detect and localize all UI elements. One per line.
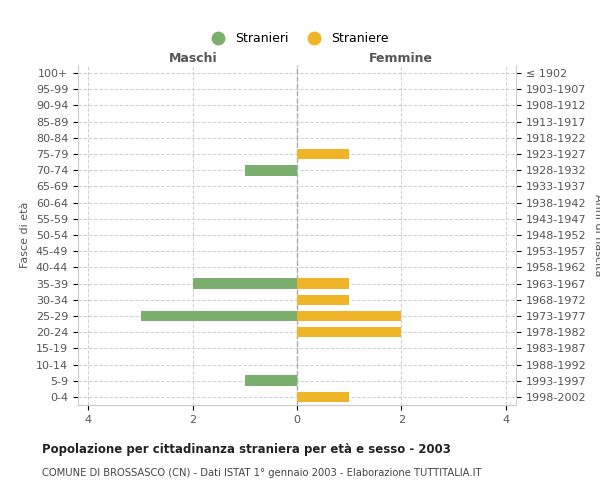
Y-axis label: Fasce di età: Fasce di età — [20, 202, 31, 268]
Bar — [245, 376, 297, 386]
Bar — [245, 165, 297, 175]
Text: Femmine: Femmine — [369, 52, 433, 65]
Bar — [297, 294, 349, 305]
Y-axis label: Anni di nascita: Anni di nascita — [593, 194, 600, 276]
Text: Maschi: Maschi — [169, 52, 217, 65]
Bar — [297, 278, 349, 289]
Bar — [297, 327, 401, 338]
Bar — [297, 149, 349, 160]
Bar — [193, 278, 297, 289]
Text: Popolazione per cittadinanza straniera per età e sesso - 2003: Popolazione per cittadinanza straniera p… — [42, 442, 451, 456]
Bar — [297, 392, 349, 402]
Bar — [297, 310, 401, 321]
Legend: Stranieri, Straniere: Stranieri, Straniere — [200, 27, 394, 50]
Bar — [140, 310, 297, 321]
Text: COMUNE DI BROSSASCO (CN) - Dati ISTAT 1° gennaio 2003 - Elaborazione TUTTITALIA.: COMUNE DI BROSSASCO (CN) - Dati ISTAT 1°… — [42, 468, 482, 477]
